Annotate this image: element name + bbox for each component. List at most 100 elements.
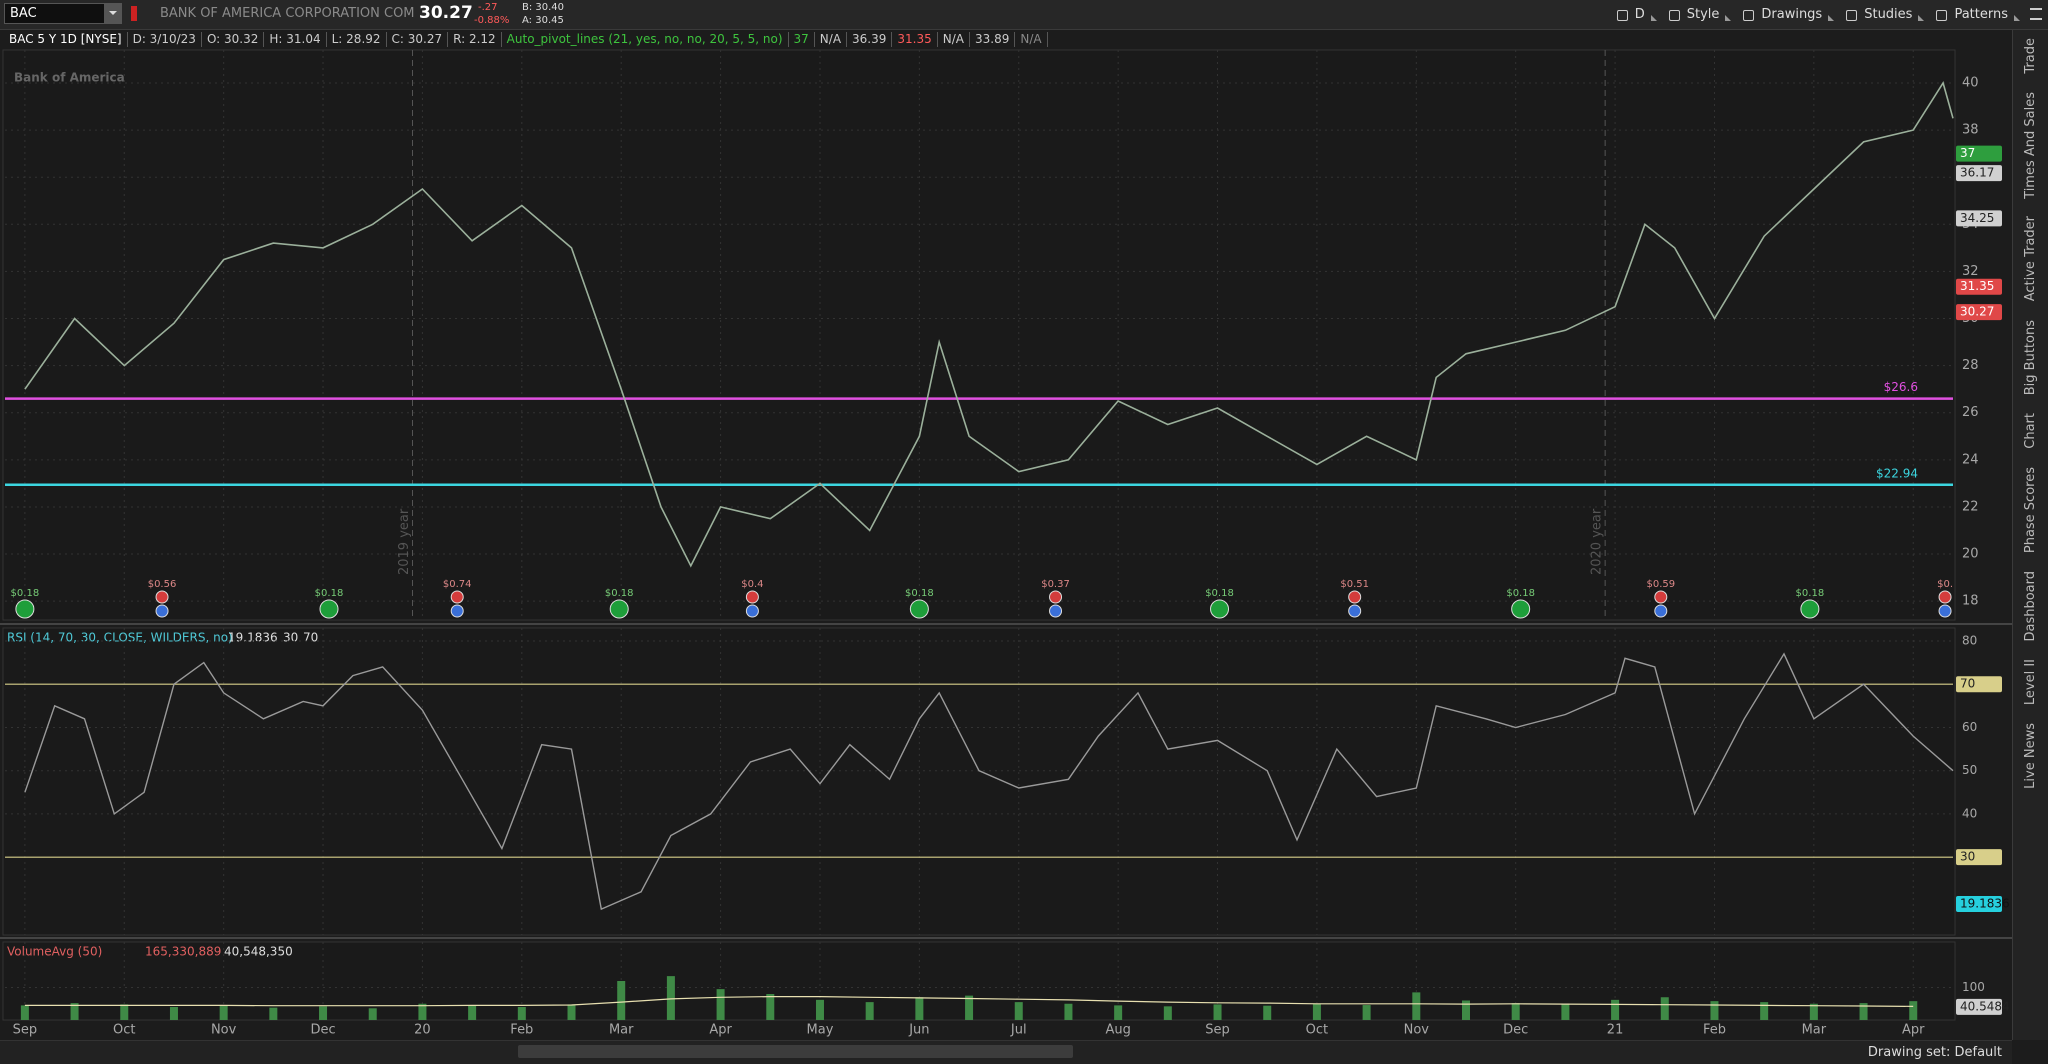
x-tick-label: Sep bbox=[1205, 1023, 1230, 1038]
flag[interactable] bbox=[131, 6, 137, 21]
info-item: C: 30.27 bbox=[387, 32, 449, 47]
volume-bar bbox=[1561, 1004, 1570, 1020]
drawing-set[interactable]: Drawing set: Default bbox=[1867, 1045, 2002, 1060]
toolbar-button[interactable]: Drawings bbox=[1741, 7, 1835, 22]
info-item: BAC 5 Y 1D [NYSE] bbox=[4, 32, 128, 47]
volume-bar bbox=[169, 1007, 178, 1020]
y-tick-label: 24 bbox=[1962, 452, 1979, 467]
side-tab[interactable]: Trade bbox=[2023, 38, 2038, 74]
volume-bar bbox=[1710, 1001, 1719, 1020]
volume-bar bbox=[20, 1005, 29, 1020]
volume-bar bbox=[1412, 992, 1421, 1020]
event-label: $0.18 bbox=[605, 588, 634, 599]
info-item: 36.39 bbox=[847, 32, 893, 47]
x-tick-label: May bbox=[807, 1023, 834, 1038]
volume-bar bbox=[319, 1006, 328, 1020]
pivot-label: $26.6 bbox=[1884, 380, 1918, 394]
price-tag: 30.27 bbox=[1960, 305, 1994, 319]
event-label: $0.37 bbox=[1041, 579, 1070, 590]
volume-bar bbox=[1611, 999, 1620, 1020]
event-label: $0.18 bbox=[905, 588, 934, 599]
volume-bar bbox=[517, 1007, 526, 1020]
rsi-level-header: 70 bbox=[303, 631, 318, 645]
volume-bar bbox=[1462, 1000, 1470, 1020]
x-tick-label: Jul bbox=[1010, 1023, 1027, 1038]
price-tag-box bbox=[1956, 304, 2002, 321]
x-tick-label: Dec bbox=[1503, 1023, 1528, 1038]
year-label: 2019 year bbox=[397, 508, 412, 575]
y-tick-label: 32 bbox=[1962, 264, 1979, 279]
x-tick-label: Nov bbox=[211, 1023, 237, 1038]
toolbar-button[interactable]: Studies bbox=[1844, 7, 1925, 22]
event-marker bbox=[1938, 604, 1952, 618]
volume-bar bbox=[120, 1004, 129, 1020]
volume-bar bbox=[468, 1005, 477, 1020]
price-line bbox=[24, 81, 1954, 568]
event-label: $0.74 bbox=[443, 579, 472, 590]
event-marker bbox=[1938, 590, 1952, 604]
info-item: L: 28.92 bbox=[327, 32, 387, 47]
event-marker bbox=[745, 604, 759, 618]
price-tag-box bbox=[1956, 895, 2002, 912]
volume-bar bbox=[716, 989, 725, 1020]
volume-bar bbox=[617, 981, 626, 1020]
event-marker bbox=[609, 599, 629, 619]
x-tick-label: Oct bbox=[1306, 1023, 1328, 1038]
side-tab[interactable]: Live News bbox=[2023, 723, 2038, 790]
event-marker bbox=[1348, 604, 1362, 618]
y-tick-label: 20 bbox=[1962, 547, 1979, 562]
y-tick-label: 22 bbox=[1962, 499, 1979, 514]
x-tick-label: Feb bbox=[1703, 1023, 1726, 1038]
event-marker bbox=[745, 590, 759, 604]
panel bbox=[2, 627, 1956, 936]
ask: A: 30.45 bbox=[522, 15, 564, 26]
volume-bar bbox=[766, 994, 775, 1020]
side-tab[interactable]: Active Trader bbox=[2023, 216, 2038, 302]
menu-button[interactable] bbox=[2030, 8, 2042, 20]
side-tab[interactable]: Level II bbox=[2023, 659, 2038, 706]
event-label: $0.56 bbox=[148, 579, 177, 590]
toolbar-button[interactable]: D bbox=[1615, 7, 1657, 22]
change: -.27 bbox=[478, 2, 498, 13]
volume-bar bbox=[1312, 1003, 1321, 1020]
volume-bar bbox=[567, 1004, 576, 1020]
rsi-current: 19.1836 bbox=[228, 631, 278, 645]
volume-bar bbox=[269, 1007, 278, 1020]
side-tab[interactable]: Dashboard bbox=[2023, 570, 2038, 642]
symbol-input[interactable]: BAC bbox=[4, 3, 122, 24]
info-item: D: 3/10/23 bbox=[128, 32, 202, 47]
volume-bar bbox=[1114, 1005, 1123, 1020]
price-tag: 40.5484 bbox=[1960, 999, 2010, 1013]
symbol-dropdown[interactable] bbox=[104, 3, 122, 24]
x-tick-label: Nov bbox=[1404, 1023, 1430, 1038]
bid: B: 30.40 bbox=[522, 2, 565, 13]
scrollbar[interactable] bbox=[518, 1045, 1073, 1058]
x-tick-label: 21 bbox=[1607, 1023, 1624, 1038]
toolbar-button[interactable]: Style bbox=[1667, 7, 1731, 22]
event-marker bbox=[909, 599, 929, 619]
event-label: $0.51 bbox=[1340, 579, 1369, 590]
price-tag-box bbox=[1956, 849, 2002, 866]
side-tab[interactable]: Big Buttons bbox=[2023, 319, 2038, 395]
y-tick-label: 40 bbox=[1962, 806, 1977, 820]
volume-bar bbox=[418, 1003, 427, 1020]
volume-bar bbox=[1213, 1004, 1222, 1020]
status-bar: Drawing set: Default bbox=[0, 1040, 2012, 1064]
volume-bar bbox=[865, 1002, 874, 1020]
y-tick-label: 100 bbox=[1962, 980, 1985, 994]
panel bbox=[2, 941, 1956, 1021]
side-tab[interactable]: Chart bbox=[2023, 412, 2038, 449]
side-tab[interactable]: Phase Scores bbox=[2023, 466, 2038, 553]
y-tick-label: 80 bbox=[1962, 633, 1977, 647]
side-tab[interactable]: Times And Sales bbox=[2023, 91, 2038, 199]
info-item: 31.35 bbox=[892, 32, 938, 47]
change-percent: -0.88% bbox=[474, 15, 510, 26]
side-tabs: Trade Times And Sales Active Trader Big But… bbox=[2012, 30, 2048, 1040]
event-marker bbox=[1800, 599, 1820, 619]
x-tick-label: Sep bbox=[13, 1023, 38, 1038]
toolbar-button[interactable]: Patterns bbox=[1934, 7, 2020, 22]
volume-bar bbox=[1362, 1005, 1371, 1020]
rsi-level-header: 30 bbox=[283, 631, 298, 645]
volume-avg-line bbox=[24, 996, 1914, 1007]
